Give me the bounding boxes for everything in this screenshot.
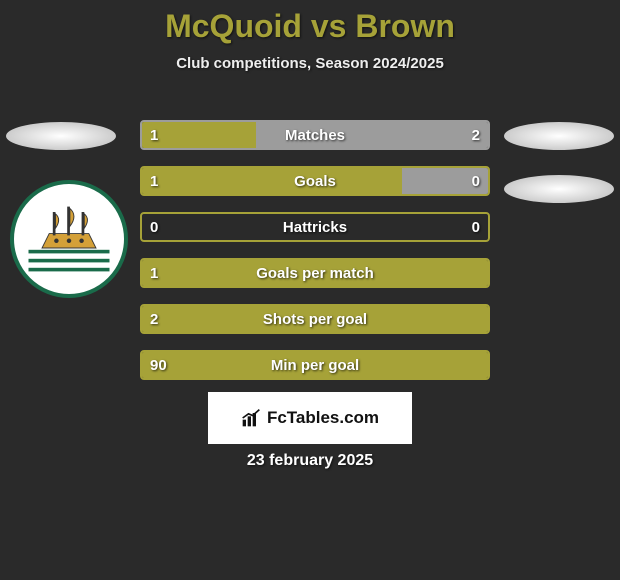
stat-row: Goals per match1 (140, 258, 490, 288)
player-left-badge-placeholder (6, 122, 116, 150)
stat-row: Hattricks0 0 (140, 212, 490, 242)
date-label: 23 february 2025 (0, 452, 620, 470)
stat-row: Shots per goal2 (140, 304, 490, 334)
stat-value-left: 1 (142, 260, 166, 286)
brand-text: FcTables.com (267, 408, 379, 428)
player-right-badge-placeholder (504, 122, 614, 150)
stat-label: Goals per match (142, 260, 488, 286)
stat-row: Min per goal90 (140, 350, 490, 380)
stat-value-left: 1 (142, 122, 166, 148)
stat-value-left: 1 (142, 168, 166, 194)
stat-value-right (472, 352, 488, 378)
stat-value-left: 0 (142, 214, 166, 240)
stat-row: Goals1 0 (140, 166, 490, 196)
stat-row: Matches1 2 (140, 120, 490, 150)
stat-value-left: 2 (142, 306, 166, 332)
ship-crest-icon (24, 194, 114, 284)
stat-value-right: 0 (464, 214, 488, 240)
stat-value-right: 0 (464, 168, 488, 194)
stat-value-right: 2 (464, 122, 488, 148)
page-title: McQuoid vs Brown (0, 0, 620, 45)
brand-logo[interactable]: FcTables.com (208, 392, 412, 444)
stat-label: Hattricks (142, 214, 488, 240)
stat-label: Min per goal (142, 352, 488, 378)
stat-label: Shots per goal (142, 306, 488, 332)
stat-value-left: 90 (142, 352, 175, 378)
stat-label: Matches (142, 122, 488, 148)
stat-value-right (472, 260, 488, 286)
stat-value-right (472, 306, 488, 332)
player-left-club-crest (10, 180, 128, 298)
stat-label: Goals (142, 168, 488, 194)
chart-icon (241, 408, 261, 428)
subtitle: Club competitions, Season 2024/2025 (0, 55, 620, 72)
player-right-club-placeholder (504, 175, 614, 203)
comparison-bars: Matches12Goals10Hattricks00Goals per mat… (140, 120, 490, 396)
